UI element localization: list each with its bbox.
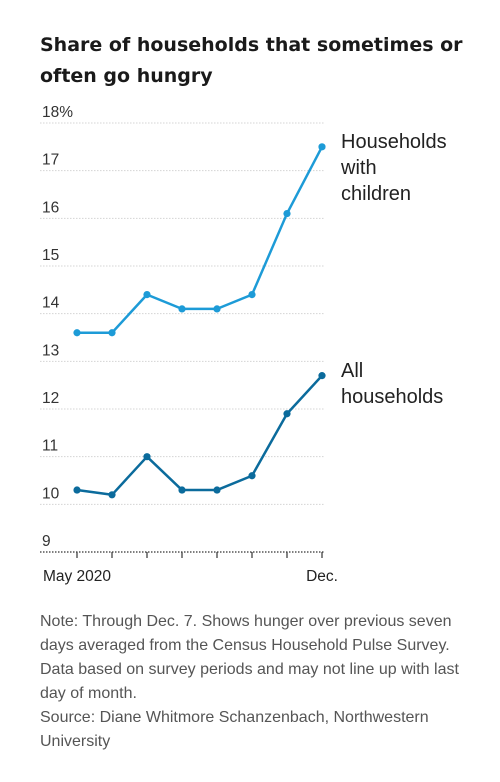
data-point <box>143 453 151 461</box>
data-point <box>248 472 256 480</box>
series-label: with <box>340 157 377 179</box>
y-tick-label: 9 <box>42 533 51 550</box>
chart-footer: Note: Through Dec. 7. Shows hunger over … <box>40 610 480 754</box>
y-tick-label: 13 <box>42 342 59 359</box>
y-tick-label: 17 <box>42 152 59 169</box>
data-point <box>283 209 291 218</box>
data-point <box>178 486 186 494</box>
y-tick-label: 12 <box>42 390 59 407</box>
series-label: Households <box>341 131 447 153</box>
x-axis: May 2020 Dec. <box>40 551 338 585</box>
chart-note: Note: Through Dec. 7. Shows hunger over … <box>40 613 459 702</box>
data-point <box>213 486 221 494</box>
y-tick-labels: 18% 17 16 15 14 13 12 11 10 9 <box>42 104 73 550</box>
y-tick-label: 14 <box>42 295 60 312</box>
y-tick-label: 10 <box>42 485 60 502</box>
series-labels: Households with children All households <box>340 131 447 408</box>
line-chart: 18% 17 16 15 14 13 12 11 10 9 May 2020 Dec. Househ… <box>40 104 447 585</box>
series-line <box>75 145 324 334</box>
data-point <box>283 410 291 418</box>
data-point <box>213 305 221 313</box>
data-point <box>143 291 151 299</box>
gridlines <box>40 122 325 505</box>
data-point <box>73 329 81 337</box>
x-tick-label: Dec. <box>306 568 338 585</box>
chart-title: Share of households that sometimes or of… <box>40 34 463 87</box>
y-tick-label: 16 <box>42 199 59 216</box>
series-label: households <box>341 386 443 408</box>
y-tick-label: 18% <box>42 104 73 121</box>
data-point <box>318 372 326 380</box>
data-point <box>73 486 81 494</box>
series-label: All <box>341 360 363 382</box>
y-tick-label: 11 <box>42 438 58 455</box>
data-point <box>178 305 186 313</box>
data-point <box>248 291 256 299</box>
data-point <box>108 491 116 499</box>
series-line <box>75 374 324 497</box>
series-lines <box>73 143 326 499</box>
data-point <box>318 143 326 151</box>
data-point <box>108 329 116 337</box>
y-tick-label: 15 <box>42 247 59 264</box>
series-label: children <box>341 183 411 205</box>
chart-source: Source: Diane Whitmore Schanzenbach, Nor… <box>40 709 429 750</box>
x-tick-label: May 2020 <box>43 568 111 585</box>
